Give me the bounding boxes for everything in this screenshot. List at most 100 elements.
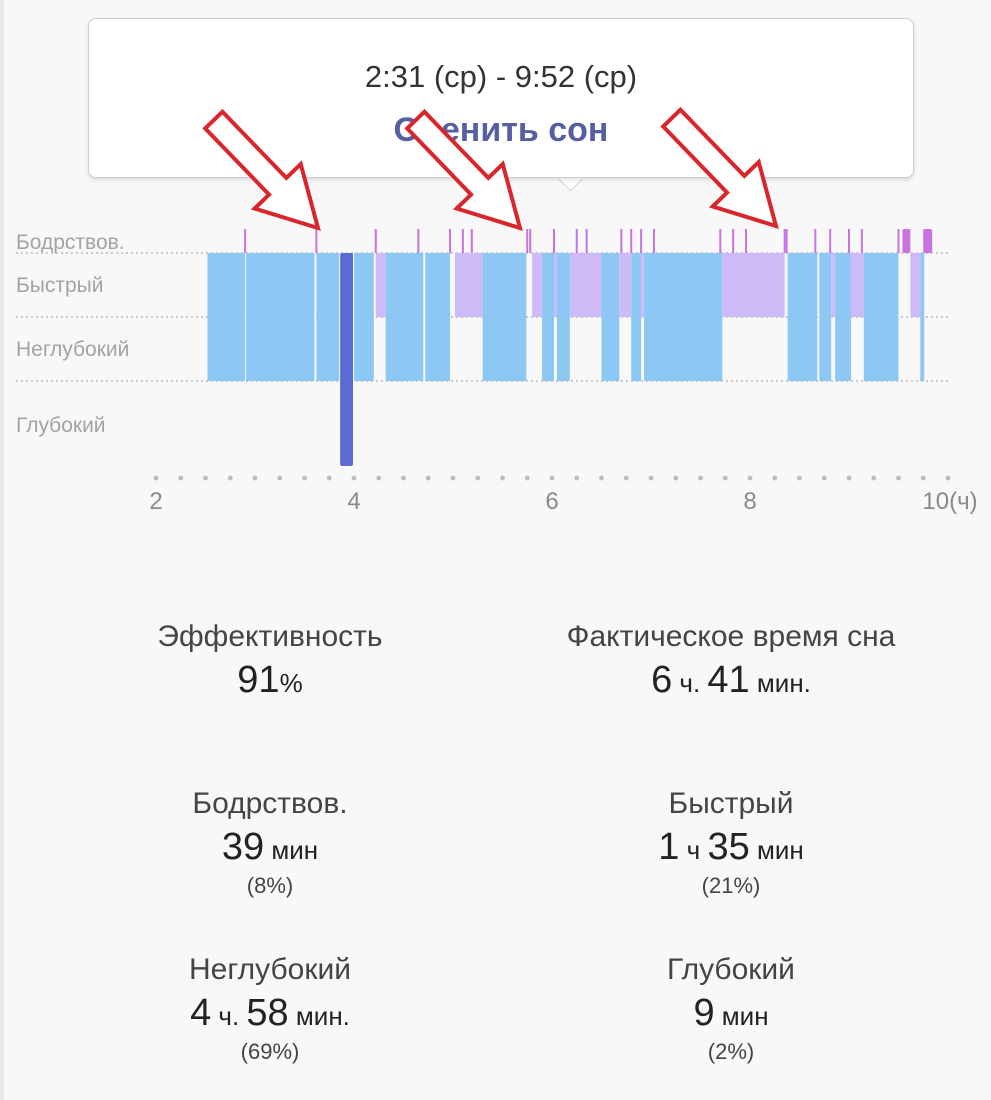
stat-awake: Бодрствов. 39 мин (8%) <box>60 787 480 899</box>
stat-number: 91 <box>237 659 280 701</box>
stat-light: Неглубокий 4 ч. 58 мин. (69%) <box>60 953 480 1065</box>
axis-dot <box>846 475 852 481</box>
stat-value: 6 ч. 41 мин. <box>521 659 941 702</box>
stat-efficiency: Эффективность 91% <box>60 620 480 702</box>
stat-unit: мин. <box>749 668 811 698</box>
awake-tick <box>526 229 529 253</box>
awake-tick <box>449 229 452 253</box>
segment-rem <box>850 253 864 317</box>
stat-unit: ч <box>679 835 708 865</box>
stat-label: Фактическое время сна <box>566 620 896 653</box>
awake-tick <box>785 229 788 253</box>
x-tick-label: 2 <box>149 488 163 515</box>
axis-dot <box>549 475 555 481</box>
axis-dot <box>772 475 778 481</box>
axis-dot <box>351 475 357 481</box>
segment-light <box>354 253 374 381</box>
axis-dot <box>401 475 406 481</box>
axis-dot <box>524 475 530 481</box>
axis-dot <box>425 475 431 481</box>
stat-number: 9 <box>693 992 715 1034</box>
segment-light <box>631 253 642 381</box>
awake-tick <box>630 229 633 253</box>
axis-dot <box>227 475 233 481</box>
awake-tick <box>529 229 532 253</box>
stage-label-awake: Бодрствов. <box>16 231 125 254</box>
x-tick-label: 4 <box>347 488 361 515</box>
axis-dot <box>475 475 481 481</box>
stat-unit: мин <box>714 1001 769 1031</box>
stat-unit: ч. <box>211 1001 247 1031</box>
axis-dot <box>871 475 877 481</box>
stat-value: 1 ч 35 мин <box>521 826 941 869</box>
x-tick-label: 6 <box>545 488 559 515</box>
axis-dot <box>821 475 827 481</box>
axis-dot <box>673 475 679 481</box>
stat-number: 35 <box>707 826 750 868</box>
awake-tick <box>461 229 464 253</box>
segment-light <box>644 253 723 381</box>
axis-dot <box>722 475 728 481</box>
awake-tick <box>640 229 643 253</box>
stat-label: Быстрый <box>668 787 794 820</box>
awake-tick <box>315 229 318 253</box>
x-tick-label: 8 <box>743 488 757 515</box>
awake-tick <box>814 229 817 253</box>
stat-value: 4 ч. 58 мин. <box>60 992 480 1035</box>
stat-number: 6 <box>651 659 673 701</box>
awake-tick <box>470 229 473 253</box>
awake-tick <box>620 229 623 253</box>
axis-dot <box>574 475 580 481</box>
stat-unit: % <box>279 668 303 698</box>
segment-light <box>425 253 451 381</box>
segment-rem <box>454 253 483 317</box>
axis-dot <box>945 475 951 481</box>
stat-number: 41 <box>707 659 750 701</box>
segment-light <box>787 253 818 381</box>
stat-unit: мин. <box>288 1001 350 1031</box>
axis-dot <box>747 475 753 481</box>
segment-light <box>482 253 527 381</box>
stat-unit: мин <box>264 835 319 865</box>
stat-rem: Быстрый 1 ч 35 мин (21%) <box>521 787 941 899</box>
left-edge-strip <box>0 0 4 1100</box>
axis-dot <box>599 475 604 481</box>
stat-percent: (69%) <box>240 1038 300 1064</box>
stat-label: Эффективность <box>157 620 383 653</box>
axis-dot <box>450 475 456 481</box>
stage-label-light: Неглубокий <box>16 338 130 361</box>
stage-label-deep: Глубокий <box>16 414 106 437</box>
axis-dot <box>302 475 307 481</box>
awake-tick <box>732 229 735 253</box>
awake-tick <box>829 229 832 253</box>
axis-dot <box>648 475 654 481</box>
axis-dot <box>797 475 802 481</box>
sleep-stage-chart <box>16 229 951 481</box>
stat-value: 91% <box>60 659 480 702</box>
stat-actual-sleep: Фактическое время сна 6 ч. 41 мин. <box>521 620 941 702</box>
axis-dot <box>178 475 184 481</box>
awake-tick <box>585 229 588 253</box>
axis-dot <box>896 475 901 481</box>
stat-number: 58 <box>246 992 289 1034</box>
stat-deep: Глубокий 9 мин (2%) <box>521 953 941 1065</box>
stat-label: Бодрствов. <box>192 787 348 820</box>
axis-dot <box>376 475 382 481</box>
segment-rem <box>569 253 602 317</box>
segment-rem <box>641 253 645 317</box>
segment-light <box>863 253 899 381</box>
segment-light <box>385 253 424 381</box>
sleep-time-range: 2:31 (ср) - 9:52 (ср) <box>364 59 638 94</box>
stat-percent: (2%) <box>707 1038 755 1064</box>
axis-dot <box>698 475 703 481</box>
axis-dot <box>500 475 505 481</box>
stat-unit: ч. <box>672 668 708 698</box>
axis-dot <box>153 475 159 481</box>
axis-dot <box>623 475 629 481</box>
segment-rem <box>722 253 785 317</box>
awake-tick <box>552 229 555 253</box>
awake-tick <box>745 229 748 253</box>
segment-rem <box>375 253 386 317</box>
segment-rem <box>553 253 557 317</box>
awake-tick <box>860 229 863 253</box>
